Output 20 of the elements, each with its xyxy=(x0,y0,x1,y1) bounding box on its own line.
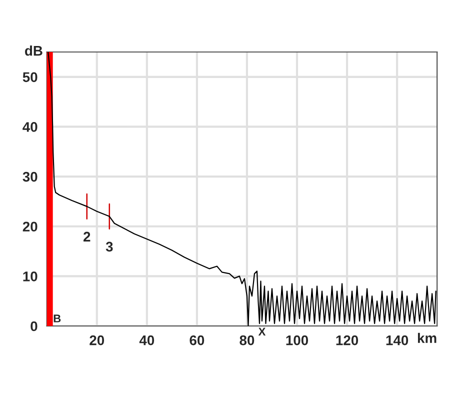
x-tick-label: 60 xyxy=(190,335,204,346)
x-tick-label: 120 xyxy=(336,335,358,346)
annotation: 3 xyxy=(106,242,113,252)
y-tick-label: 0 xyxy=(30,321,38,332)
x-tick-label: 100 xyxy=(286,335,308,346)
x-tick-label: 40 xyxy=(139,335,154,346)
x-axis-title: km xyxy=(418,332,436,343)
x-tick-label: 80 xyxy=(240,335,254,346)
x-tick-label: 140 xyxy=(386,335,408,346)
y-tick-label: 40 xyxy=(22,122,38,132)
y-tick-label: 10 xyxy=(23,272,38,282)
y-axis-title: dB xyxy=(25,46,42,56)
x-tick-label: 20 xyxy=(90,335,104,346)
y-tick-label: 20 xyxy=(22,222,38,232)
annotation: 2 xyxy=(84,232,90,242)
y-tick-label: 30 xyxy=(22,172,38,182)
y-tick-label: 50 xyxy=(22,72,38,82)
line-series xyxy=(48,52,436,326)
annotation: B xyxy=(54,314,61,322)
annotation: X xyxy=(258,328,266,336)
